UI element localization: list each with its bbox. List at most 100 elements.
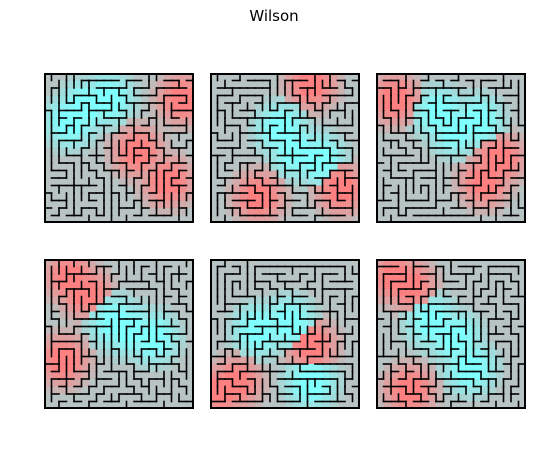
maze-cell [511, 386, 519, 395]
maze-cell [96, 401, 105, 409]
maze-cell [292, 215, 301, 223]
maze-cell [458, 185, 467, 194]
maze-cell [383, 266, 392, 275]
maze-cell [51, 319, 60, 327]
maze-cell [104, 125, 112, 134]
maze-cell [345, 185, 353, 194]
maze-cell [171, 356, 180, 365]
maze-cell [66, 379, 75, 387]
maze-cell [171, 296, 180, 305]
maze-cell [179, 193, 187, 201]
maze-cell [74, 334, 82, 342]
maze-cell [277, 349, 286, 357]
maze-cell [164, 341, 172, 350]
maze-cell [134, 319, 142, 327]
maze-cell [225, 215, 233, 223]
maze-cell [141, 73, 150, 81]
maze-cell [232, 311, 241, 320]
maze-cell [322, 319, 331, 327]
maze-cell [518, 296, 526, 305]
maze-cell [59, 133, 67, 141]
maze-cell [473, 274, 482, 282]
maze-cell [481, 133, 489, 141]
maze-cell [270, 125, 278, 134]
maze-cell [496, 349, 504, 357]
maze-cell [255, 289, 263, 297]
maze-cell [451, 296, 459, 305]
maze-cell [428, 394, 437, 402]
maze-cell [96, 140, 105, 149]
maze-cell [451, 334, 459, 342]
maze-cell [337, 215, 346, 223]
maze-cell [300, 341, 308, 350]
maze-cell [315, 215, 323, 223]
maze-cell [391, 125, 399, 134]
maze-cell [66, 118, 75, 126]
maze-cell [66, 110, 75, 119]
maze-cell [421, 170, 429, 179]
maze-cell [210, 95, 218, 104]
maze-cell [421, 379, 429, 387]
maze-cell [104, 140, 112, 149]
maze-cell [413, 274, 422, 282]
maze-cell [458, 356, 467, 365]
maze-cell [134, 274, 142, 282]
maze-cell [481, 341, 489, 350]
maze-cell [96, 364, 105, 372]
maze-cell [376, 73, 384, 81]
maze-cell [232, 274, 241, 282]
maze-cell [59, 215, 67, 223]
maze-cell [126, 148, 135, 156]
maze-cell [149, 289, 157, 297]
maze-cell [59, 371, 67, 380]
maze-cell [421, 289, 429, 297]
maze-cell [428, 311, 437, 320]
maze-cell [179, 266, 187, 275]
maze-cell [481, 304, 489, 312]
maze-cell [292, 125, 301, 134]
maze-cell [406, 155, 414, 164]
maze-cell [96, 133, 105, 141]
maze-cell [503, 326, 512, 335]
maze-cell [481, 170, 489, 179]
maze-cell [496, 289, 504, 297]
maze-cell [307, 326, 316, 335]
maze-cell [451, 73, 459, 81]
maze-cell [322, 326, 331, 335]
maze-cell [292, 386, 301, 395]
maze-walls [210, 259, 360, 409]
maze-cell [277, 259, 286, 267]
maze-cell [255, 259, 263, 267]
maze-cell [406, 296, 414, 305]
maze-cell [66, 133, 75, 141]
maze-cell [300, 311, 308, 320]
maze-cell [488, 163, 497, 171]
maze-cell [141, 394, 150, 402]
maze-cell [473, 215, 482, 223]
maze-cell [141, 125, 150, 134]
maze-cell [126, 259, 135, 267]
maze-cell [232, 155, 241, 164]
maze-cell [503, 259, 512, 267]
maze-cell [210, 296, 218, 305]
maze-cell [240, 341, 248, 350]
maze-cell [391, 215, 399, 223]
maze-cell [345, 266, 353, 275]
maze-cell [217, 178, 226, 186]
maze-cell [330, 118, 338, 126]
maze-cell [74, 178, 82, 186]
maze-cell [225, 304, 233, 312]
maze-cell [300, 386, 308, 395]
maze-cell [406, 364, 414, 372]
maze-cell [466, 394, 474, 402]
maze-cell [518, 193, 526, 201]
maze-cell [451, 349, 459, 357]
maze-cell [156, 364, 165, 372]
maze-cell [488, 289, 497, 297]
maze-cell [104, 289, 112, 297]
maze-cell [149, 319, 157, 327]
maze-cell [134, 88, 142, 96]
maze-cell [473, 364, 482, 372]
maze-cell [141, 193, 150, 201]
maze-cell [285, 148, 293, 156]
